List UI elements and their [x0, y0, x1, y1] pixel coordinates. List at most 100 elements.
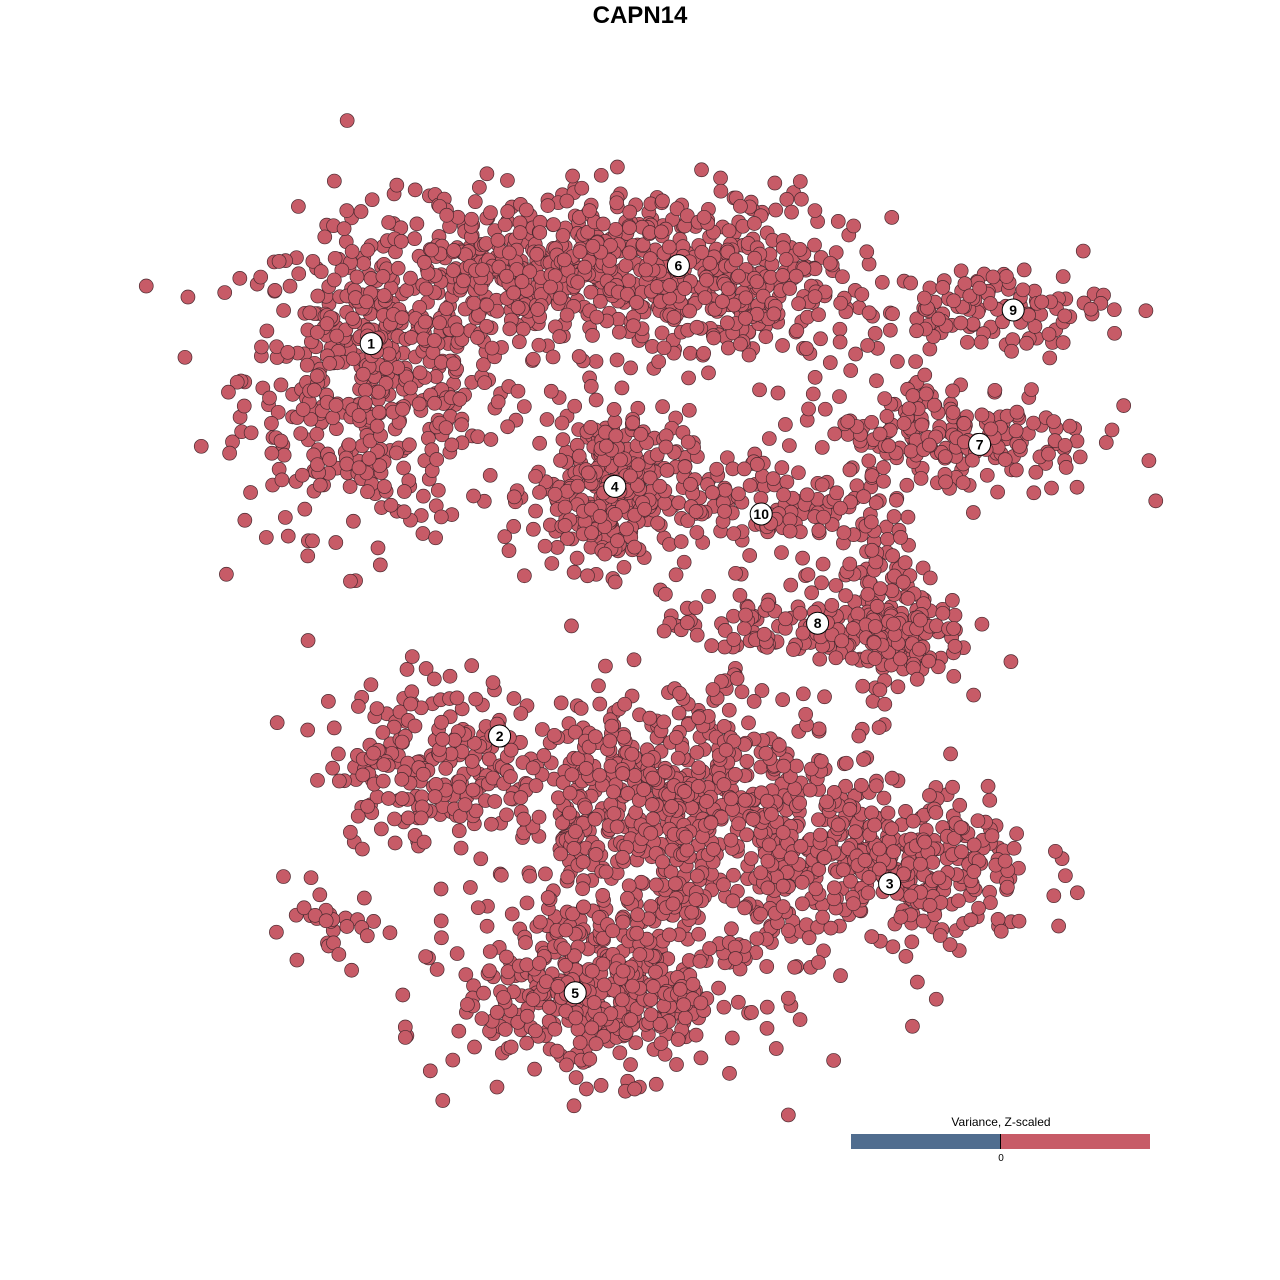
data-point: [588, 729, 603, 744]
data-point: [553, 846, 568, 862]
data-point: [776, 758, 791, 774]
data-point: [895, 574, 911, 590]
data-point: [607, 507, 623, 522]
data-point: [861, 305, 877, 321]
data-point: [356, 256, 372, 271]
data-point: [428, 530, 443, 546]
data-point: [719, 315, 735, 331]
data-point: [913, 612, 928, 628]
data-point: [833, 968, 848, 983]
data-point: [696, 209, 712, 225]
data-point: [905, 813, 921, 829]
data-point: [672, 686, 687, 701]
data-point: [669, 1057, 684, 1072]
data-point: [724, 1030, 740, 1046]
data-point: [565, 168, 580, 184]
data-point: [294, 467, 310, 483]
data-point: [516, 399, 532, 414]
data-point: [826, 1053, 841, 1068]
data-point: [418, 949, 433, 964]
data-point: [1062, 418, 1078, 434]
data-point: [588, 392, 604, 408]
data-point: [771, 737, 787, 753]
data-point: [706, 842, 721, 857]
data-point: [815, 556, 831, 572]
data-point: [351, 699, 366, 714]
data-point: [860, 338, 875, 353]
data-point: [291, 266, 307, 282]
data-point: [476, 357, 491, 373]
data-point: [276, 869, 291, 884]
data-point: [900, 509, 916, 525]
data-point: [317, 229, 333, 245]
data-point: [656, 623, 672, 639]
data-point: [816, 509, 831, 525]
data-point: [457, 797, 473, 813]
data-point: [871, 841, 887, 857]
data-point: [701, 365, 716, 381]
data-point: [236, 398, 252, 414]
data-point: [659, 463, 675, 478]
data-point: [1148, 493, 1164, 509]
data-point: [953, 820, 969, 835]
data-point: [1138, 303, 1154, 319]
data-point: [361, 451, 377, 466]
data-point: [729, 671, 745, 686]
data-point: [399, 662, 415, 677]
data-point: [472, 179, 487, 195]
data-point: [503, 769, 518, 784]
data-point: [1046, 414, 1061, 429]
data-point: [504, 906, 520, 922]
data-point: [651, 354, 667, 370]
data-point: [648, 877, 664, 893]
data-point: [760, 597, 776, 613]
data-point: [795, 686, 811, 702]
data-point: [269, 924, 284, 940]
data-point: [1034, 294, 1050, 310]
data-point: [609, 819, 625, 835]
data-point: [693, 1050, 709, 1066]
data-point: [716, 777, 732, 792]
data-point: [1116, 398, 1132, 413]
data-point: [1004, 343, 1019, 359]
data-point: [784, 204, 799, 220]
data-point: [514, 274, 530, 289]
data-point: [999, 269, 1014, 284]
data-point: [592, 767, 607, 783]
data-point: [329, 328, 345, 344]
cluster-label-text: 7: [976, 436, 984, 452]
data-point: [1041, 446, 1056, 462]
data-point: [463, 880, 478, 895]
data-point: [460, 997, 475, 1012]
data-point: [138, 278, 154, 294]
data-point: [691, 760, 706, 775]
data-point: [648, 964, 663, 980]
data-point: [325, 410, 341, 426]
data-point: [302, 305, 318, 321]
data-point: [313, 264, 329, 279]
data-point: [547, 486, 563, 502]
data-point: [545, 349, 561, 365]
data-point: [394, 772, 410, 787]
data-point: [625, 978, 640, 994]
data-point: [499, 268, 514, 284]
data-point: [770, 385, 786, 401]
data-point: [635, 237, 651, 253]
data-point: [487, 794, 503, 809]
data-point: [326, 173, 342, 189]
data-point: [807, 203, 823, 218]
data-point: [532, 914, 548, 930]
data-point: [801, 930, 817, 946]
data-point: [633, 426, 649, 442]
data-point: [291, 199, 306, 214]
data-point: [395, 987, 411, 1003]
points-layer: [138, 113, 1164, 1123]
data-point: [684, 800, 699, 815]
data-point: [485, 675, 501, 690]
data-point: [956, 416, 972, 431]
data-point: [307, 382, 322, 398]
data-point: [688, 504, 704, 519]
data-point: [446, 243, 462, 258]
data-point: [840, 414, 856, 429]
data-point: [567, 398, 583, 414]
